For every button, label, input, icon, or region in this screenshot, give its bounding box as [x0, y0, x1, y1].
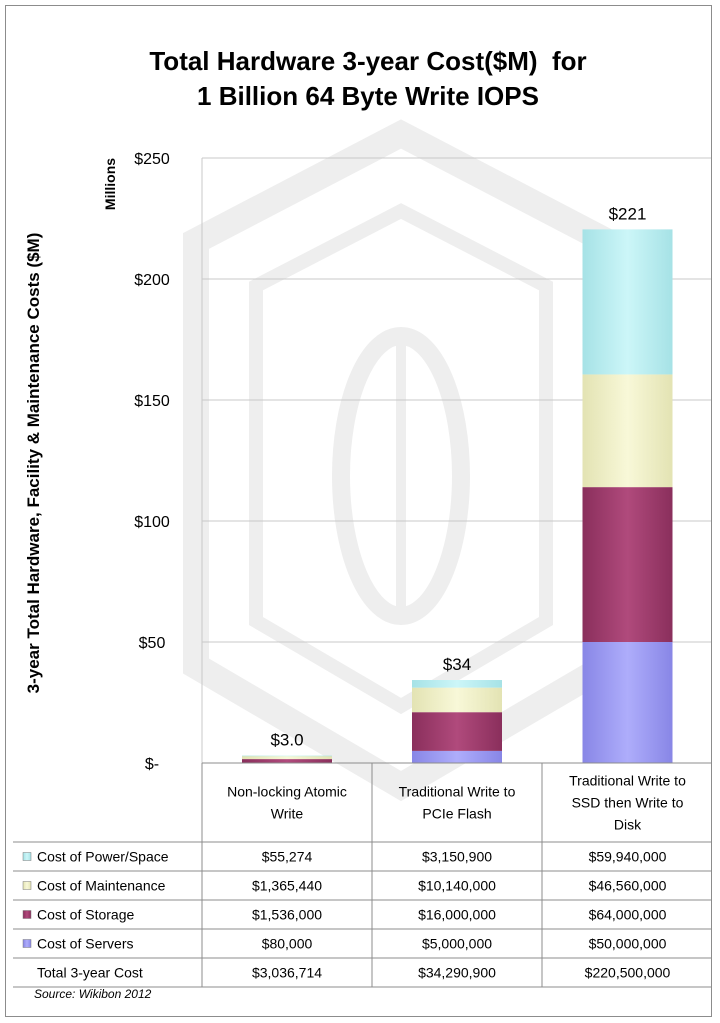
- series-name: Cost of Maintenance: [37, 878, 166, 894]
- legend-key: [22, 939, 32, 948]
- chart-title-line2: 1 Billion 64 Byte Write IOPS: [197, 81, 539, 111]
- cell-value: $1,365,440: [252, 878, 322, 894]
- total-label: $3.0: [270, 731, 303, 750]
- cell-value: $50,000,000: [589, 936, 667, 952]
- total-label: $221: [609, 204, 647, 223]
- cell-value: $55,274: [262, 849, 313, 865]
- bar-segment: [582, 374, 673, 488]
- legend-key: [22, 852, 32, 861]
- y-axis-unit: Millions: [102, 158, 118, 210]
- category-label: Write: [271, 806, 304, 822]
- y-tick-label: $150: [134, 393, 170, 410]
- data-table: Non-locking Atomic Write Traditional Write…: [13, 762, 711, 988]
- cell-value: $5,000,000: [422, 936, 492, 952]
- bar-segment: [582, 229, 673, 375]
- bar-segment: [242, 759, 332, 763]
- total-row-value: $220,500,000: [585, 965, 671, 981]
- bar-segment: [582, 487, 673, 642]
- bar-segment: [412, 680, 502, 688]
- series-name: Cost of Storage: [37, 907, 134, 923]
- y-tick-label: $250: [134, 151, 170, 168]
- series-name: Cost of Servers: [37, 936, 133, 952]
- category-label: Non-locking Atomic: [227, 784, 347, 800]
- category-label: PCIe Flash: [422, 806, 491, 822]
- category-label: Traditional Write to: [399, 784, 516, 800]
- cell-value: $64,000,000: [589, 907, 667, 923]
- y-axis-title: 3-year Total Hardware, Facility & Mainte…: [24, 233, 43, 694]
- legend-key: [22, 881, 32, 890]
- cell-value: $80,000: [262, 936, 313, 952]
- bar-segment: [412, 750, 502, 763]
- total-label: $34: [443, 655, 471, 674]
- y-tick-label: $-: [145, 756, 159, 773]
- stacked-bar-chart: Total Hardware 3-year Cost($M) for 1 Bil…: [13, 46, 711, 1001]
- cell-value: $1,536,000: [252, 907, 322, 923]
- chart-title-line1: Total Hardware 3-year Cost($M) for: [149, 46, 586, 76]
- y-tick-labels: $- $50 $100 $150 $200 $250: [134, 151, 170, 773]
- chart-frame: Total Hardware 3-year Cost($M) for 1 Bil…: [5, 5, 712, 1017]
- bar-segment: [582, 642, 673, 763]
- total-row-label: Total 3-year Cost: [37, 965, 143, 981]
- watermark-logo: [183, 119, 619, 802]
- cell-value: $3,150,900: [422, 849, 492, 865]
- bar-segment: [242, 755, 332, 757]
- series-name: Cost of Power/Space: [37, 849, 169, 865]
- legend-key: [22, 910, 32, 919]
- cell-value: $46,560,000: [589, 878, 667, 894]
- y-tick-label: $200: [134, 272, 170, 289]
- y-tick-label: $100: [134, 514, 170, 531]
- total-labels: $3.0 $34 $221: [270, 204, 646, 749]
- bar-segment: [412, 712, 502, 751]
- y-tick-label: $50: [139, 635, 166, 652]
- category-label: SSD then Write to: [572, 795, 684, 811]
- bars: [242, 229, 673, 764]
- category-label: Disk: [614, 817, 642, 833]
- cell-value: $59,940,000: [589, 849, 667, 865]
- bar-segment: [412, 687, 502, 713]
- total-row-value: $34,290,900: [418, 965, 496, 981]
- category-label: Traditional Write to: [569, 773, 686, 789]
- source-note: Source: Wikibon 2012: [34, 987, 152, 1001]
- bar-segment: [242, 755, 332, 760]
- cell-value: $16,000,000: [418, 907, 496, 923]
- cell-value: $10,140,000: [418, 878, 496, 894]
- total-row-value: $3,036,714: [252, 965, 322, 981]
